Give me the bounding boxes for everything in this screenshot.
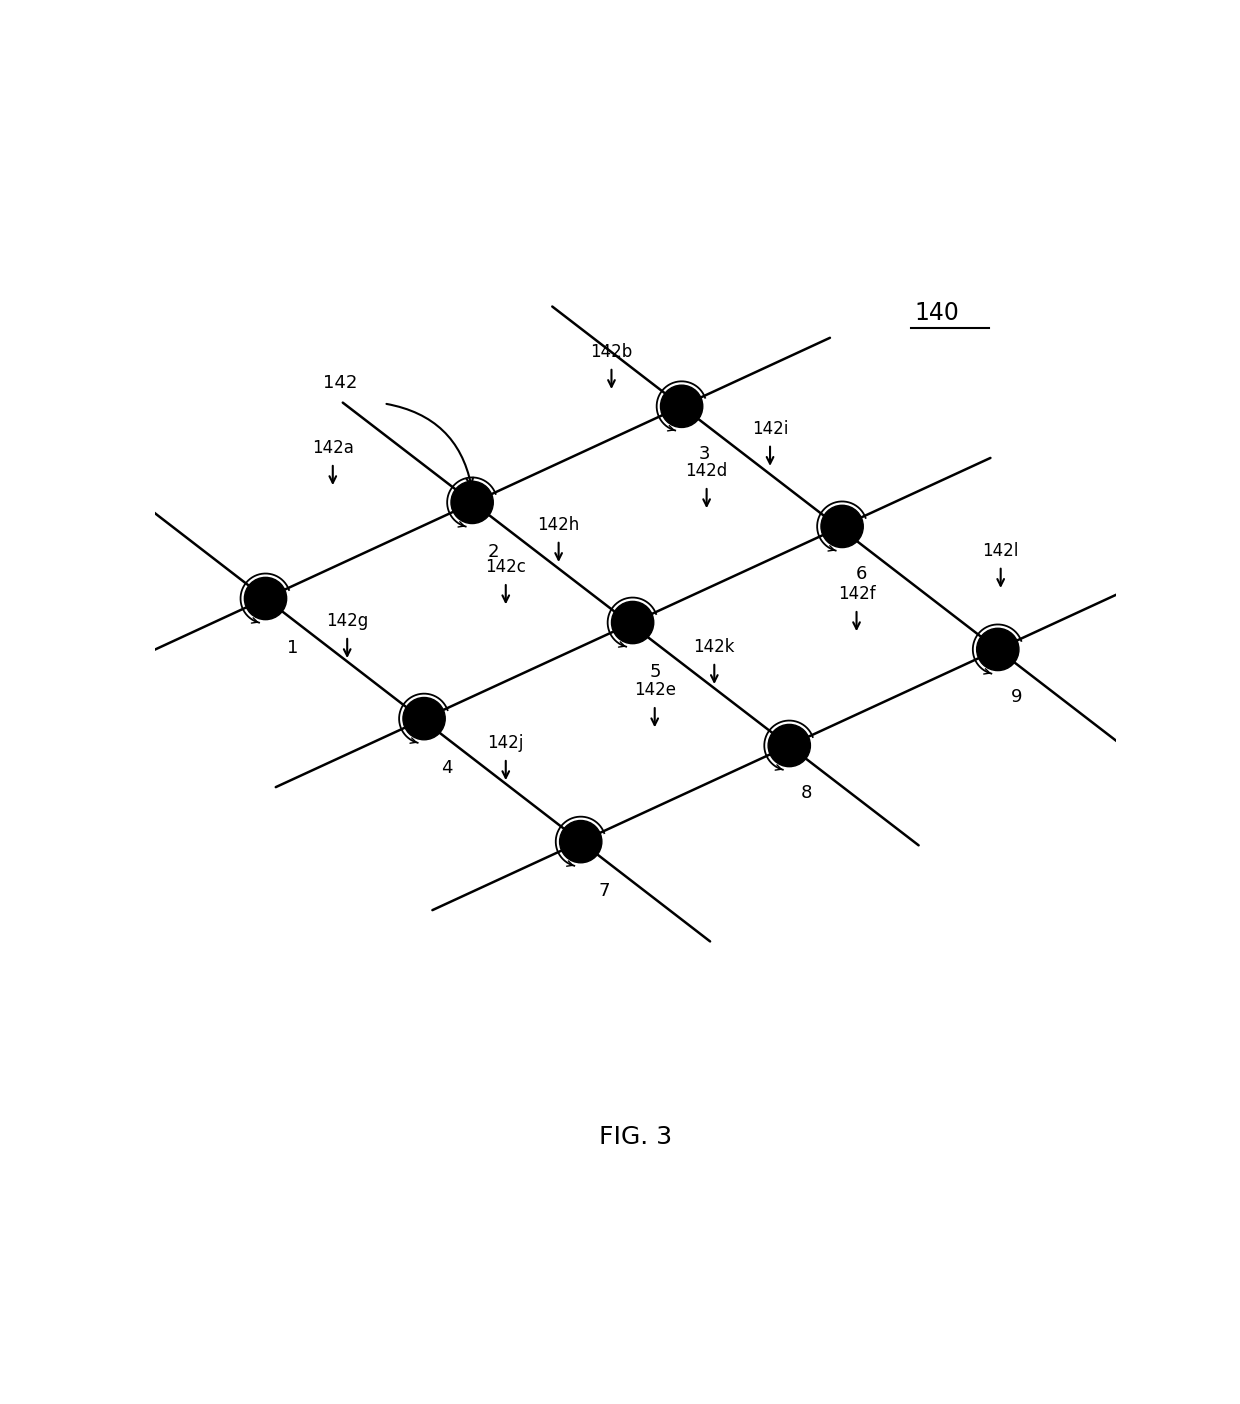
Text: 142g: 142g [326, 612, 368, 630]
Text: 3: 3 [699, 445, 711, 463]
Circle shape [611, 601, 653, 643]
Text: 142k: 142k [693, 639, 735, 656]
Circle shape [559, 820, 601, 863]
Text: 142j: 142j [487, 734, 525, 753]
Text: 1: 1 [286, 639, 298, 657]
Circle shape [977, 629, 1019, 671]
Text: 8: 8 [801, 783, 812, 802]
Text: 4: 4 [441, 760, 453, 776]
Text: 142d: 142d [686, 462, 728, 480]
Circle shape [768, 724, 811, 767]
Text: 142b: 142b [590, 343, 632, 361]
Circle shape [451, 482, 494, 524]
Circle shape [244, 577, 286, 619]
Text: 9: 9 [1012, 688, 1023, 706]
Text: 5: 5 [650, 663, 661, 681]
Text: 142e: 142e [634, 681, 676, 699]
Circle shape [403, 698, 445, 740]
Text: 142h: 142h [537, 517, 580, 534]
Text: 142f: 142f [838, 585, 875, 604]
Text: 142i: 142i [751, 420, 789, 438]
Text: 6: 6 [856, 564, 867, 583]
Circle shape [661, 385, 703, 427]
Text: 2: 2 [487, 543, 498, 560]
Text: 142a: 142a [311, 439, 353, 458]
Text: 142c: 142c [485, 559, 526, 577]
Circle shape [821, 505, 863, 548]
Text: FIG. 3: FIG. 3 [599, 1125, 672, 1148]
Text: 140: 140 [914, 300, 959, 324]
Text: 7: 7 [598, 882, 610, 900]
Text: 142l: 142l [982, 542, 1019, 560]
Text: 142: 142 [324, 373, 357, 392]
